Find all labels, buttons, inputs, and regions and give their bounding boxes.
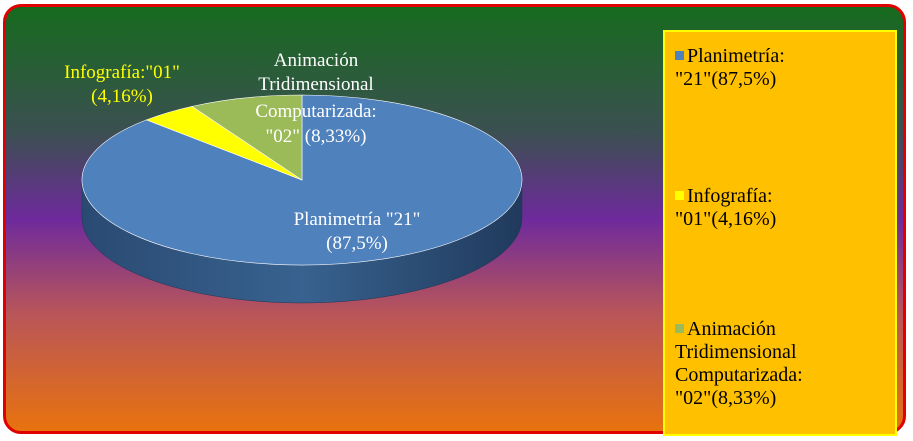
slice-label-animacion-line3: Computarizada: — [255, 101, 376, 122]
legend-label-planimetria-line2: "21"(87,5%) — [675, 68, 777, 90]
legend-swatch-blue — [675, 51, 684, 60]
legend-item-infografia: Infografía: "01"(4,16%) — [675, 185, 895, 231]
slice-label-planimetria: Planimetría "21" — [294, 209, 421, 230]
pie-slice-animacion — [191, 94, 303, 181]
legend-label-infografia-line2: "01"(4,16%) — [675, 208, 777, 230]
legend-label-animacion-line4: "02"(8,33%) — [675, 387, 777, 409]
legend-item-planimetria: Planimetría: "21"(87,5%) — [675, 45, 895, 91]
slice-label-infografia-percent: (4,16%) — [91, 86, 153, 107]
slice-label-planimetria-percent: (87,5%) — [326, 233, 388, 254]
slice-label-animacion-line2: Tridimensional — [258, 74, 373, 95]
legend-label-animacion-line3: Computarizada: — [675, 364, 803, 386]
legend-item-animacion: Animación Tridimensional Computarizada: … — [675, 318, 895, 410]
legend-label-animacion-line2: Tridimensional — [675, 341, 797, 363]
slice-label-infografia: Infografía:"01" — [64, 62, 180, 83]
slice-label-animacion-percent: "02" (8,33%) — [266, 126, 367, 147]
chart-legend: Planimetría: "21"(87,5%) Infografía: "01… — [663, 30, 897, 436]
slice-label-animacion-line1: Animación — [274, 50, 359, 71]
legend-swatch-yellow — [675, 191, 684, 200]
legend-label-infografia-line1: Infografía: — [687, 185, 773, 207]
legend-label-planimetria-line1: Planimetría: — [687, 45, 785, 67]
legend-swatch-green — [675, 324, 684, 333]
legend-label-animacion-line1: Animación — [687, 318, 776, 340]
